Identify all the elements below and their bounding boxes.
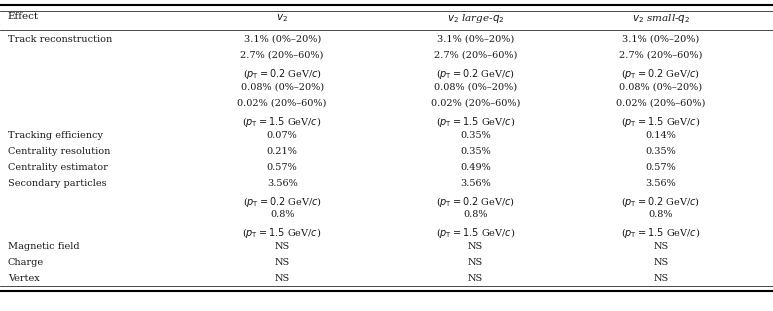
Text: ($p_{\mathrm{T}} = 0.2$ GeV/$c$): ($p_{\mathrm{T}} = 0.2$ GeV/$c$) (436, 194, 515, 208)
Text: ($p_{\mathrm{T}} = 0.2$ GeV/$c$): ($p_{\mathrm{T}} = 0.2$ GeV/$c$) (243, 194, 322, 208)
Text: 2.7% (20%–60%): 2.7% (20%–60%) (619, 51, 703, 60)
Text: Track reconstruction: Track reconstruction (8, 35, 112, 44)
Text: 0.02% (20%–60%): 0.02% (20%–60%) (431, 99, 520, 108)
Text: NS: NS (468, 258, 483, 267)
Text: NS: NS (653, 274, 669, 283)
Text: ($p_{\mathrm{T}} = 1.5$ GeV/$c$): ($p_{\mathrm{T}} = 1.5$ GeV/$c$) (621, 115, 700, 129)
Text: 0.07%: 0.07% (267, 131, 298, 140)
Text: NS: NS (274, 243, 290, 251)
Text: 0.8%: 0.8% (270, 211, 295, 220)
Text: $v_2$: $v_2$ (276, 12, 288, 24)
Text: ($p_{\mathrm{T}} = 0.2$ GeV/$c$): ($p_{\mathrm{T}} = 0.2$ GeV/$c$) (243, 67, 322, 81)
Text: 0.57%: 0.57% (645, 163, 676, 172)
Text: NS: NS (468, 243, 483, 251)
Text: 0.8%: 0.8% (463, 211, 488, 220)
Text: 2.7% (20%–60%): 2.7% (20%–60%) (240, 51, 324, 60)
Text: 0.21%: 0.21% (267, 146, 298, 156)
Text: 0.08% (0%–20%): 0.08% (0%–20%) (434, 83, 517, 92)
Text: 3.1% (0%–20%): 3.1% (0%–20%) (622, 35, 700, 44)
Text: 3.1% (0%–20%): 3.1% (0%–20%) (243, 35, 321, 44)
Text: 0.02% (20%–60%): 0.02% (20%–60%) (616, 99, 706, 108)
Text: 3.56%: 3.56% (460, 179, 491, 188)
Text: ($p_{\mathrm{T}} = 1.5$ GeV/$c$): ($p_{\mathrm{T}} = 1.5$ GeV/$c$) (621, 226, 700, 240)
Text: Tracking efficiency: Tracking efficiency (8, 131, 103, 140)
Text: Vertex: Vertex (8, 274, 39, 283)
Text: NS: NS (468, 274, 483, 283)
Text: 3.56%: 3.56% (267, 179, 298, 188)
Text: 0.35%: 0.35% (460, 131, 491, 140)
Text: 2.7% (20%–60%): 2.7% (20%–60%) (434, 51, 517, 60)
Text: ($p_{\mathrm{T}} = 1.5$ GeV/$c$): ($p_{\mathrm{T}} = 1.5$ GeV/$c$) (243, 226, 322, 240)
Text: ($p_{\mathrm{T}} = 0.2$ GeV/$c$): ($p_{\mathrm{T}} = 0.2$ GeV/$c$) (621, 194, 700, 208)
Text: ($p_{\mathrm{T}} = 0.2$ GeV/$c$): ($p_{\mathrm{T}} = 0.2$ GeV/$c$) (436, 67, 515, 81)
Text: 0.49%: 0.49% (460, 163, 491, 172)
Text: ($p_{\mathrm{T}} = 1.5$ GeV/$c$): ($p_{\mathrm{T}} = 1.5$ GeV/$c$) (436, 115, 515, 129)
Text: Charge: Charge (8, 258, 44, 267)
Text: Centrality estimator: Centrality estimator (8, 163, 107, 172)
Text: 0.14%: 0.14% (645, 131, 676, 140)
Text: ($p_{\mathrm{T}} = 0.2$ GeV/$c$): ($p_{\mathrm{T}} = 0.2$ GeV/$c$) (621, 67, 700, 81)
Text: 0.08% (0%–20%): 0.08% (0%–20%) (619, 83, 703, 92)
Text: 0.8%: 0.8% (649, 211, 673, 220)
Text: 0.02% (20%–60%): 0.02% (20%–60%) (237, 99, 327, 108)
Text: Effect: Effect (8, 12, 39, 21)
Text: NS: NS (653, 243, 669, 251)
Text: Magnetic field: Magnetic field (8, 243, 80, 251)
Text: ($p_{\mathrm{T}} = 1.5$ GeV/$c$): ($p_{\mathrm{T}} = 1.5$ GeV/$c$) (243, 115, 322, 129)
Text: NS: NS (274, 258, 290, 267)
Text: 3.1% (0%–20%): 3.1% (0%–20%) (437, 35, 514, 44)
Text: Centrality resolution: Centrality resolution (8, 146, 110, 156)
Text: NS: NS (653, 258, 669, 267)
Text: NS: NS (274, 274, 290, 283)
Text: 3.56%: 3.56% (645, 179, 676, 188)
Text: 0.08% (0%–20%): 0.08% (0%–20%) (240, 83, 324, 92)
Text: 0.35%: 0.35% (460, 146, 491, 156)
Text: ($p_{\mathrm{T}} = 1.5$ GeV/$c$): ($p_{\mathrm{T}} = 1.5$ GeV/$c$) (436, 226, 515, 240)
Text: $v_2$ large-$q_2$: $v_2$ large-$q_2$ (447, 12, 504, 26)
Text: 0.35%: 0.35% (645, 146, 676, 156)
Text: 0.57%: 0.57% (267, 163, 298, 172)
Text: Secondary particles: Secondary particles (8, 179, 107, 188)
Text: $v_2$ small-$q_2$: $v_2$ small-$q_2$ (632, 12, 690, 26)
